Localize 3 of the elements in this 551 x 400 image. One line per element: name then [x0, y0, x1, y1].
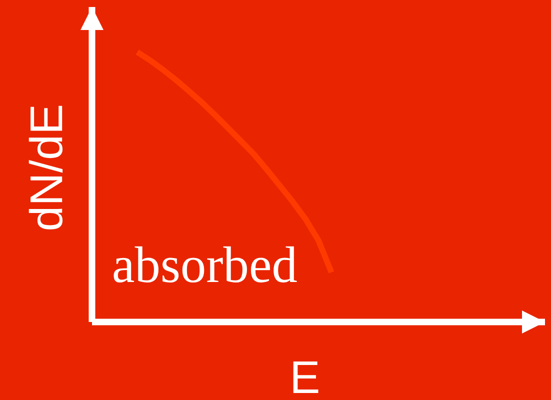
annotation: absorbed — [114, 246, 297, 282]
y-axis-title: dN/dE — [28, 106, 63, 230]
x-axis-title: E — [293, 361, 318, 394]
